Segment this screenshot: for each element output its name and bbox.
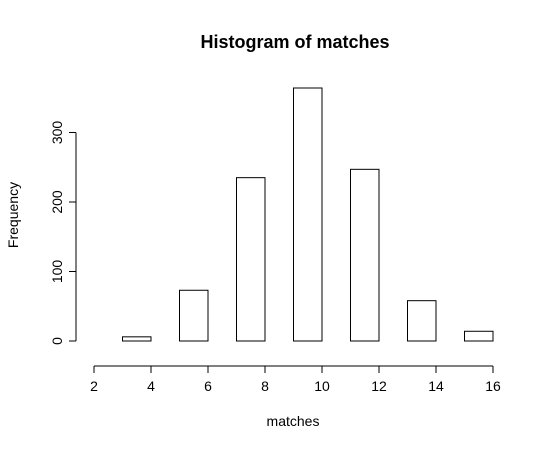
x-tick-label-16: 16	[485, 378, 501, 394]
histogram-bar-1	[122, 336, 152, 342]
x-tick-label-2: 2	[90, 378, 98, 394]
y-axis: 0 100 200 300	[49, 121, 77, 345]
x-axis-label: matches	[267, 413, 320, 429]
y-tick-label-0: 0	[49, 337, 65, 345]
histogram-bar-13	[464, 330, 494, 342]
x-axis: 2 4 6 8 10 12 14 16	[90, 365, 501, 394]
histogram-bar-11	[407, 300, 437, 342]
x-tick-label-12: 12	[371, 378, 387, 394]
x-tick-label-4: 4	[147, 378, 155, 394]
x-tick-label-6: 6	[204, 378, 212, 394]
histogram-bar-7	[293, 87, 323, 342]
y-axis-label: Frequency	[5, 182, 21, 248]
x-tick-label-14: 14	[428, 378, 444, 394]
y-tick-label-200: 200	[49, 190, 65, 214]
histogram-bar-3	[179, 289, 209, 342]
y-tick-label-300: 300	[49, 121, 65, 145]
histogram-bar-9	[350, 168, 380, 342]
histogram-bar-5	[236, 177, 266, 342]
bars-group	[122, 87, 494, 342]
x-tick-label-10: 10	[314, 378, 330, 394]
y-tick-label-100: 100	[49, 260, 65, 284]
chart-title: Histogram of matches	[200, 32, 389, 52]
x-tick-label-8: 8	[261, 378, 269, 394]
